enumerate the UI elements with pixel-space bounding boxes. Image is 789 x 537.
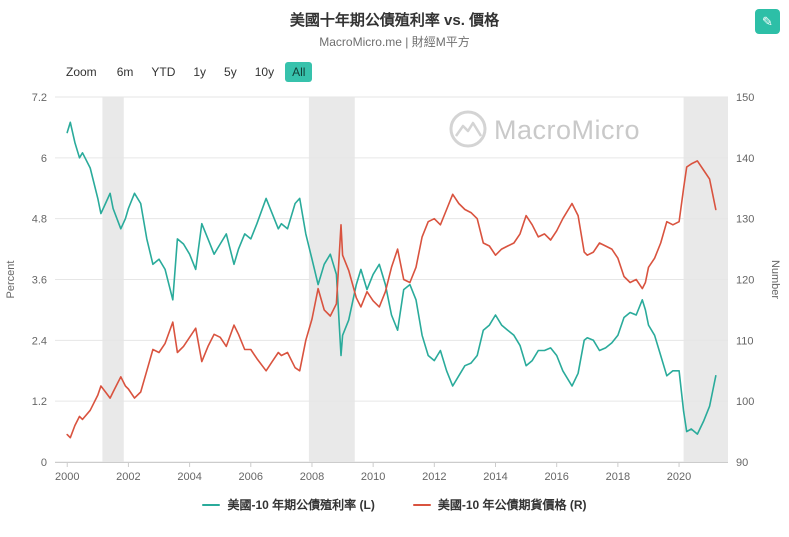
page-title: 美國十年期公債殖利率 vs. 價格: [289, 12, 500, 29]
zoom-button-1y[interactable]: 1y: [186, 62, 213, 82]
legend-marker-yield: [202, 503, 221, 506]
svg-text:2002: 2002: [116, 471, 140, 483]
chart-subtitle: MacroMicro.me | 財經M平方: [319, 35, 470, 49]
svg-text:MacroMicro: MacroMicro: [494, 115, 640, 145]
svg-text:2.4: 2.4: [32, 335, 47, 347]
svg-text:6: 6: [41, 153, 47, 165]
zoom-button-all[interactable]: All: [285, 62, 313, 82]
pencil-icon: ✎: [762, 13, 773, 29]
svg-text:2010: 2010: [361, 471, 385, 483]
zoom-button-10y[interactable]: 10y: [248, 62, 281, 82]
svg-text:150: 150: [736, 92, 754, 104]
svg-text:2012: 2012: [422, 471, 446, 483]
svg-text:2008: 2008: [300, 471, 324, 483]
svg-text:0: 0: [41, 457, 47, 469]
legend-label-yield: 美國-10 年期公債殖利率 (L): [227, 498, 375, 512]
svg-text:1.2: 1.2: [32, 396, 47, 408]
legend: 美國-10 年期公債殖利率 (L) 美國-10 年公債期貨價格 (R): [0, 496, 789, 513]
svg-text:2006: 2006: [239, 471, 263, 483]
legend-label-price: 美國-10 年公債期貨價格 (R): [437, 498, 587, 512]
zoom-button-6m[interactable]: 6m: [110, 62, 141, 82]
svg-text:3.6: 3.6: [32, 275, 47, 287]
zoom-button-5y[interactable]: 5y: [217, 62, 244, 82]
legend-item-price[interactable]: 美國-10 年公債期貨價格 (R): [412, 496, 587, 513]
svg-text:Number: Number: [769, 260, 781, 299]
svg-text:4.8: 4.8: [32, 214, 47, 226]
svg-text:110: 110: [736, 335, 754, 347]
svg-text:100: 100: [736, 396, 754, 408]
zoom-toolbar: Zoom 6m YTD 1y 5y 10y All: [66, 62, 313, 82]
svg-text:7.2: 7.2: [32, 92, 47, 104]
svg-text:130: 130: [736, 214, 754, 226]
svg-text:2018: 2018: [606, 471, 630, 483]
zoom-button-ytd[interactable]: YTD: [144, 62, 182, 82]
legend-item-yield[interactable]: 美國-10 年期公債殖利率 (L): [202, 496, 375, 513]
svg-text:140: 140: [736, 153, 754, 165]
svg-text:2004: 2004: [177, 471, 201, 483]
svg-text:2000: 2000: [55, 471, 79, 483]
edit-button[interactable]: ✎: [755, 9, 780, 34]
svg-text:Percent: Percent: [5, 261, 17, 299]
svg-text:2016: 2016: [544, 471, 568, 483]
svg-text:2014: 2014: [483, 471, 507, 483]
zoom-label: Zoom: [66, 65, 97, 79]
svg-text:90: 90: [736, 457, 748, 469]
svg-text:120: 120: [736, 275, 754, 287]
legend-marker-price: [412, 503, 431, 506]
svg-text:2020: 2020: [667, 471, 691, 483]
